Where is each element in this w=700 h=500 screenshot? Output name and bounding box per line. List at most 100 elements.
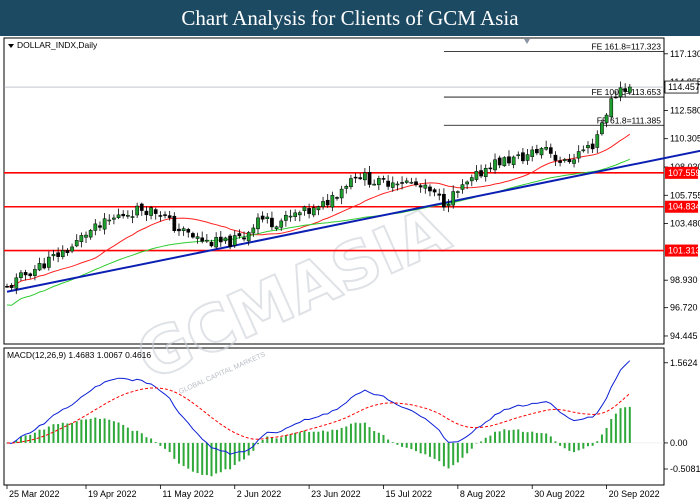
last-price-box	[664, 80, 699, 94]
macd-histogram-bar	[475, 442, 478, 444]
candle-body	[9, 284, 14, 288]
macd-histogram-bar	[280, 437, 283, 443]
macd-histogram-bar	[336, 429, 338, 443]
candle-body	[167, 215, 172, 218]
candle-body	[42, 263, 47, 269]
candle-body	[353, 176, 358, 179]
macd-histogram-bar	[317, 431, 320, 443]
candle-body	[260, 215, 265, 220]
candle-body	[153, 209, 158, 214]
candle-body	[130, 216, 135, 218]
macd-histogram-bar	[168, 442, 171, 453]
macd-histogram-bar	[33, 432, 36, 443]
macd-histogram-bar	[159, 442, 162, 446]
ascending-trendline	[6, 149, 700, 293]
macd-histogram-bar	[261, 439, 264, 443]
macd-histogram-bar	[57, 424, 60, 443]
candlesticks	[5, 81, 632, 295]
candle-body	[567, 159, 572, 163]
shift-marker-icon	[524, 39, 530, 44]
date-tick-label: 25 Mar 2022	[9, 489, 60, 499]
macd-histogram-bar	[428, 442, 431, 457]
candle-body	[516, 154, 521, 156]
candle-body	[88, 230, 93, 238]
macd-histogram-bar	[210, 442, 213, 477]
candle-body	[451, 191, 456, 206]
candle-body	[37, 263, 42, 271]
chart-labels: 107.559 104.834 101.313 114.457 DOLLAR_INDX,…	[7, 40, 700, 360]
candle-body	[51, 254, 56, 257]
macd-histogram-bar	[559, 442, 562, 446]
macd-histogram-bar	[461, 442, 464, 458]
macd-histogram-bar	[75, 421, 78, 443]
candle-body	[112, 217, 116, 220]
candle-body	[381, 178, 386, 180]
candle-body	[121, 213, 126, 217]
date-tick-label: 15 Jul 2022	[385, 489, 432, 499]
macd-histogram-bar	[322, 430, 325, 443]
macd-histogram-bar	[577, 442, 580, 451]
macd-histogram-bar	[442, 442, 445, 467]
price-tick-label: 94.445	[670, 331, 698, 341]
candle-body	[488, 167, 493, 170]
level-price-box-label: 107.559	[668, 168, 700, 178]
macd-histogram-bar	[596, 441, 599, 443]
macd-histogram-bar	[582, 442, 585, 449]
candle-body	[330, 195, 335, 208]
date-tick-label: 19 Apr 2022	[88, 489, 137, 499]
candle-body	[418, 185, 423, 188]
candle-body	[321, 201, 325, 207]
candle-body	[5, 286, 9, 288]
macd-histogram-bar	[229, 442, 232, 470]
candle-body	[144, 210, 149, 216]
candle-body	[437, 193, 442, 196]
macd-histogram-bar	[382, 434, 385, 443]
macd-histogram-bar	[85, 419, 88, 443]
macd-histogram-bar	[140, 433, 143, 443]
macd-histogram-bar	[484, 437, 487, 443]
candle-body	[84, 234, 88, 238]
candle-body	[316, 206, 321, 211]
macd-histogram-bar	[80, 419, 83, 443]
candle-body	[228, 235, 232, 247]
macd-panel-border	[3, 347, 665, 486]
candle-body	[581, 149, 586, 152]
candle-body	[409, 181, 414, 184]
candle-body	[246, 232, 251, 242]
last-price-box-label: 114.457	[668, 82, 700, 92]
macd-histogram-bar	[38, 429, 41, 443]
candle-body	[479, 170, 483, 177]
macd-histogram-bar	[494, 431, 497, 443]
candle-body	[297, 212, 302, 216]
macd-histogram-bar	[215, 442, 218, 474]
macd-histogram-bar	[498, 431, 501, 443]
macd-histogram-bar	[586, 442, 589, 447]
macd-histogram-bar	[256, 442, 259, 445]
macd-histogram-bar	[424, 442, 427, 455]
level-price-box	[665, 200, 698, 213]
macd-histogram-bar	[396, 442, 399, 445]
macd-histogram-bar	[535, 432, 538, 443]
candle-body	[432, 189, 437, 193]
macd-histogram-bar	[126, 427, 129, 443]
macd-histogram-bar	[201, 442, 204, 475]
candle-body	[274, 226, 279, 229]
date-tick-label: 20 Sep 2022	[609, 489, 660, 499]
chart-frame	[3, 37, 665, 486]
candle-body	[102, 218, 107, 230]
candle-body	[214, 237, 219, 248]
candle-body	[483, 168, 488, 177]
candle-body	[525, 154, 530, 161]
candle-body	[23, 272, 28, 276]
candle-body	[404, 180, 409, 183]
candle-body	[521, 152, 525, 162]
candle-body	[376, 178, 381, 186]
candle-body	[507, 156, 511, 164]
macd-histogram-bar	[233, 442, 236, 465]
macd-line	[6, 360, 631, 455]
candle-body	[372, 183, 377, 186]
candle-body	[469, 177, 474, 182]
macd-histogram-bar	[531, 431, 534, 443]
macd-histogram-bar	[573, 442, 576, 453]
